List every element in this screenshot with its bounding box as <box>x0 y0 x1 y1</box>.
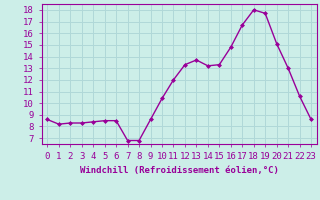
X-axis label: Windchill (Refroidissement éolien,°C): Windchill (Refroidissement éolien,°C) <box>80 166 279 175</box>
